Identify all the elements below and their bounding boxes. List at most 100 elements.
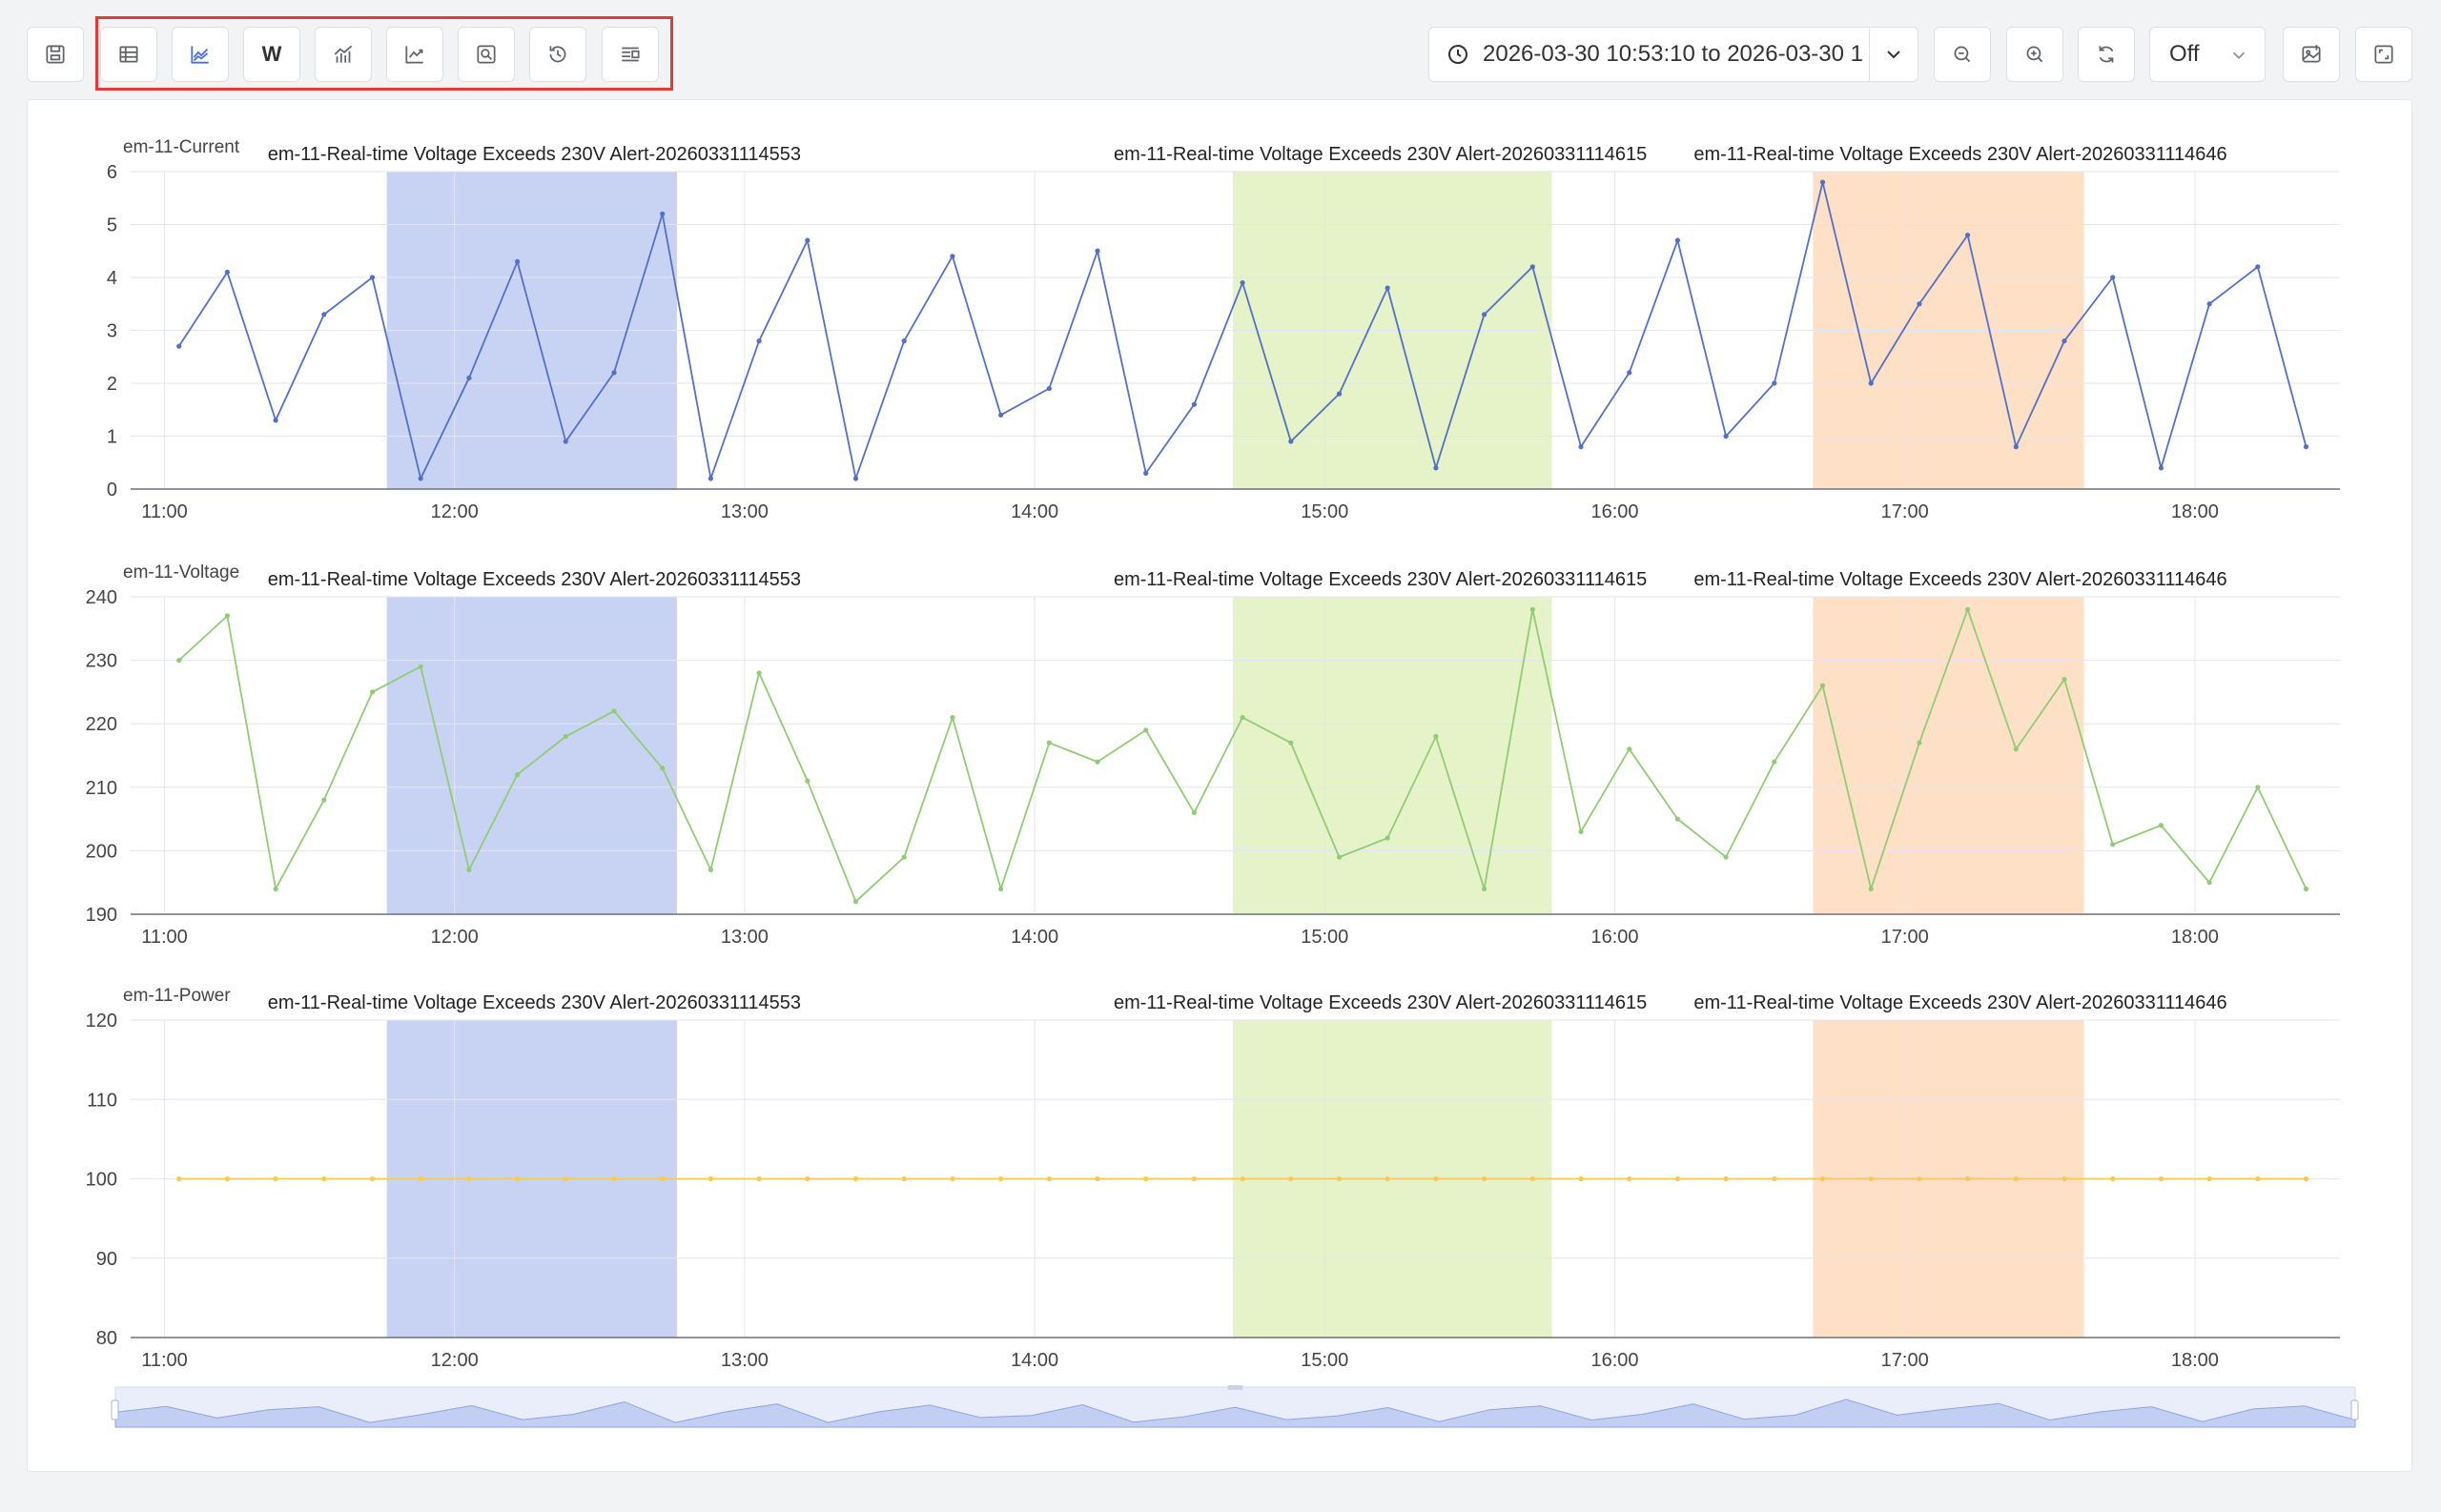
y-tick-label: 4: [107, 268, 117, 289]
alert-band: [1232, 597, 1552, 914]
data-point: [901, 854, 907, 860]
bar-line-chart-icon: [334, 45, 353, 63]
x-tick-label: 12:00: [431, 927, 479, 948]
data-point: [321, 312, 327, 317]
x-tick-label: 16:00: [1590, 927, 1638, 948]
data-point: [805, 778, 810, 784]
time-range-picker[interactable]: 2026-03-30 10:53:10 to 2026-03-30 18:: [1428, 27, 1918, 82]
data-point: [418, 476, 423, 481]
save-view-button[interactable]: [27, 27, 84, 82]
line-chart-icon: [191, 46, 209, 64]
panel-title: em-11-Voltage: [123, 562, 239, 582]
data-point: [1385, 285, 1390, 291]
data-point: [1433, 733, 1439, 740]
time-range-text: 2026-03-30 10:53:10 to 2026-03-30 18:: [1483, 41, 1864, 67]
data-point: [466, 1175, 472, 1182]
bar-line-chart-button[interactable]: [315, 27, 372, 82]
data-point: [1095, 248, 1100, 254]
x-tick-label: 13:00: [721, 1350, 769, 1371]
panel-title: em-11-Power: [123, 986, 231, 1006]
data-point: [1965, 233, 1971, 238]
data-point: [1095, 759, 1100, 765]
data-point: [852, 1175, 859, 1182]
data-point: [1143, 727, 1149, 733]
w-mode-button[interactable]: W: [243, 27, 300, 82]
data-point: [756, 1175, 762, 1182]
auto-refresh-select[interactable]: Off: [2149, 27, 2266, 82]
data-point: [901, 1175, 907, 1182]
y-tick-label: 3: [107, 321, 117, 342]
data-point: [1046, 1175, 1052, 1182]
data-point: [369, 689, 376, 695]
data-point: [950, 254, 955, 259]
data-point: [1772, 380, 1777, 386]
data-point: [1046, 740, 1052, 746]
w-text-icon: W: [261, 42, 282, 66]
data-point: [998, 886, 1004, 891]
refresh-button[interactable]: [2078, 27, 2135, 82]
y-tick-label: 100: [86, 1170, 117, 1191]
auto-refresh-value: Off: [2169, 41, 2200, 67]
data-point: [2255, 264, 2261, 270]
data-point: [321, 1175, 327, 1182]
data-point: [1917, 1175, 1922, 1182]
data-point: [1143, 1175, 1149, 1182]
zoom-in-button[interactable]: [2006, 27, 2063, 82]
data-point: [1578, 444, 1584, 450]
zoom-region-button[interactable]: [458, 27, 515, 82]
data-point: [1385, 1175, 1390, 1182]
history-button[interactable]: [529, 27, 586, 82]
trend-chart-icon: [405, 46, 423, 64]
data-point: [1482, 886, 1487, 891]
data-point: [273, 418, 278, 423]
data-point: [1191, 809, 1198, 816]
data-point: [563, 733, 568, 740]
y-tick-label: 1: [107, 427, 117, 448]
data-point: [901, 338, 907, 344]
x-tick-label: 18:00: [2171, 1350, 2219, 1371]
x-tick-label: 13:00: [721, 927, 769, 948]
data-point: [1336, 1175, 1343, 1182]
x-tick-label: 12:00: [431, 1350, 479, 1371]
x-tick-label: 14:00: [1011, 1350, 1058, 1371]
trend-chart-button[interactable]: [386, 27, 443, 82]
data-point: [852, 899, 859, 905]
y-tick-label: 110: [87, 1090, 117, 1111]
data-point: [2206, 880, 2212, 886]
data-point: [756, 670, 762, 676]
data-point: [1723, 433, 1729, 439]
x-tick-label: 17:00: [1881, 927, 1929, 948]
chart-panel: 0 1 2 3 4 5 6 11:00 12:00 13:00 14:00 15:00 16:00 17:…: [27, 99, 2412, 1472]
data-point: [708, 476, 714, 481]
data-point: [1385, 835, 1390, 841]
zoom-handle-left: [111, 1400, 119, 1420]
legend-list-icon: [622, 47, 640, 62]
x-tick-label: 13:00: [721, 501, 769, 522]
fullscreen-button[interactable]: [2355, 27, 2412, 82]
data-point: [708, 867, 714, 872]
data-point: [1965, 606, 1971, 612]
data-point: [1819, 1175, 1826, 1182]
zoom-out-button[interactable]: [1934, 27, 1991, 82]
data-point: [1529, 606, 1535, 612]
export-image-button[interactable]: [2283, 27, 2340, 82]
data-point: [418, 1175, 423, 1182]
data-point: [2255, 785, 2261, 790]
zoom-move-handle: [1227, 1385, 1243, 1390]
zoom-in-icon: [2026, 46, 2043, 63]
data-point: [2110, 275, 2116, 280]
time-range-dropdown-button[interactable]: [1869, 28, 1918, 81]
alert-label: em-11-Real-time Voltage Exceeds 230V Ale…: [1693, 569, 2226, 590]
data-point: [466, 375, 472, 381]
alert-label: em-11-Real-time Voltage Exceeds 230V Ale…: [268, 992, 801, 1013]
data-point: [1143, 470, 1149, 476]
table-view-button[interactable]: [100, 27, 157, 82]
legend-list-button[interactable]: [602, 27, 659, 82]
x-tick-label: 11:00: [141, 1350, 188, 1371]
y-tick-label: 120: [86, 1011, 117, 1032]
data-point: [2255, 1175, 2261, 1182]
line-chart-view-button[interactable]: [172, 27, 229, 82]
data-point: [2062, 338, 2067, 344]
y-tick-label: 210: [86, 778, 117, 799]
y-tick-label: 80: [96, 1328, 117, 1349]
